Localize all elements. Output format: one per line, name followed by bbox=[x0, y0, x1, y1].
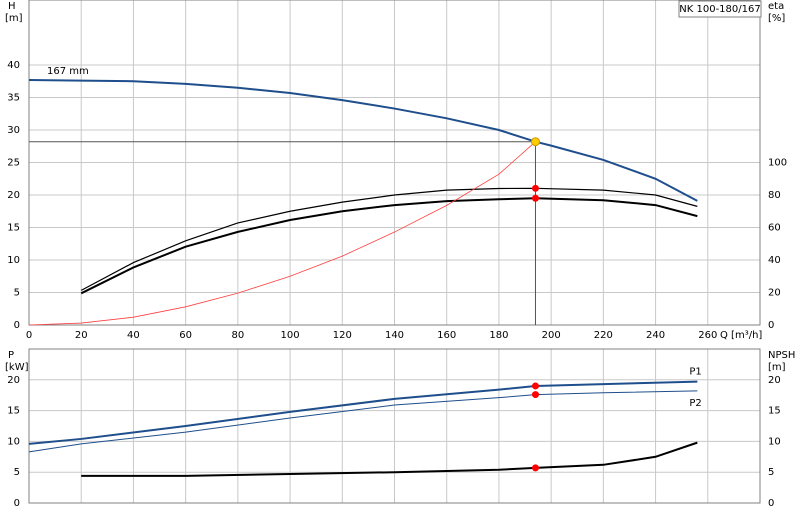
y-tick-label: 25 bbox=[7, 158, 20, 169]
y2-tick-label: 5 bbox=[768, 467, 774, 478]
y-tick-label: 30 bbox=[7, 125, 20, 136]
y-tick-label: 15 bbox=[7, 223, 20, 234]
y2-axis-unit: [m] bbox=[768, 362, 786, 373]
y2-tick-label: 40 bbox=[768, 255, 781, 266]
y-tick-label: 5 bbox=[14, 467, 20, 478]
plot-frame bbox=[28, 0, 761, 326]
series-label: P2 bbox=[689, 398, 701, 409]
series-label: P1 bbox=[689, 367, 701, 378]
series-label: 167 mm bbox=[47, 66, 89, 77]
series-line bbox=[28, 78, 698, 202]
operating-point bbox=[530, 137, 540, 147]
y-tick-label: 0 bbox=[14, 498, 20, 509]
point-marker bbox=[531, 391, 539, 399]
plot-frame bbox=[28, 348, 761, 504]
y2-axis-unit: [%] bbox=[768, 13, 785, 24]
y-tick-label: 10 bbox=[7, 436, 20, 447]
y-axis-label: H bbox=[8, 1, 16, 12]
y-axis-label: P bbox=[8, 350, 14, 361]
y2-axis-label: eta bbox=[768, 1, 784, 12]
series-line bbox=[28, 380, 698, 445]
x-tick-label: 260 bbox=[698, 330, 717, 341]
y2-tick-label: 10 bbox=[768, 436, 781, 447]
series-line bbox=[80, 197, 698, 295]
y2-tick-label: 20 bbox=[768, 288, 781, 299]
title-box bbox=[678, 0, 762, 18]
y-tick-label: 0 bbox=[14, 320, 20, 331]
y2-tick-label: 100 bbox=[768, 158, 787, 169]
y2-tick-label: 60 bbox=[768, 223, 781, 234]
y-tick-label: 20 bbox=[7, 375, 20, 386]
chart-title: NK 100-180/167 bbox=[679, 4, 760, 15]
x-tick-label: 100 bbox=[281, 330, 300, 341]
series-line bbox=[81, 441, 698, 477]
point-marker bbox=[531, 382, 539, 390]
x-tick-label: 60 bbox=[179, 330, 192, 341]
x-tick-label: 0 bbox=[26, 330, 32, 341]
y-tick-label: 20 bbox=[7, 190, 20, 201]
y-axis-unit: [kW] bbox=[5, 362, 29, 373]
x-axis-label: Q [m³/h] bbox=[720, 330, 762, 341]
y2-tick-label: 20 bbox=[768, 375, 781, 386]
y2-tick-label: 0 bbox=[768, 320, 774, 331]
x-tick-label: 200 bbox=[542, 330, 561, 341]
series-line bbox=[28, 141, 536, 326]
y-tick-label: 40 bbox=[7, 60, 20, 71]
x-tick-label: 120 bbox=[333, 330, 352, 341]
y2-tick-label: 80 bbox=[768, 190, 781, 201]
point-marker bbox=[531, 194, 539, 202]
x-tick-label: 20 bbox=[75, 330, 88, 341]
x-tick-label: 80 bbox=[231, 330, 244, 341]
y-tick-label: 5 bbox=[14, 288, 20, 299]
y-tick-label: 15 bbox=[7, 406, 20, 417]
x-tick-label: 220 bbox=[594, 330, 613, 341]
y-axis-unit: [m] bbox=[5, 13, 23, 24]
y2-tick-label: 15 bbox=[768, 406, 781, 417]
y2-tick-label: 0 bbox=[768, 498, 774, 509]
y-tick-label: 35 bbox=[7, 93, 20, 104]
y-tick-label: 10 bbox=[7, 255, 20, 266]
point-marker bbox=[531, 184, 539, 192]
x-tick-label: 180 bbox=[489, 330, 508, 341]
x-tick-label: 160 bbox=[437, 330, 456, 341]
point-marker bbox=[531, 464, 539, 472]
y2-axis-label: NPSH bbox=[768, 350, 795, 361]
x-tick-label: 240 bbox=[646, 330, 665, 341]
x-tick-label: 140 bbox=[385, 330, 404, 341]
x-tick-label: 40 bbox=[127, 330, 140, 341]
series-line bbox=[28, 390, 698, 453]
series-line bbox=[80, 187, 698, 291]
